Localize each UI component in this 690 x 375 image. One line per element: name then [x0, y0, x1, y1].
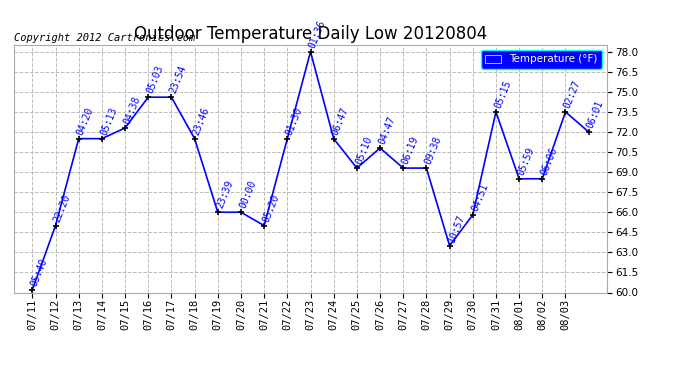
Text: 01:30: 01:30: [284, 106, 304, 136]
Text: 06:01: 06:01: [585, 99, 606, 130]
Text: Copyright 2012 Cartronics.com: Copyright 2012 Cartronics.com: [14, 33, 195, 42]
Legend: Temperature (°F): Temperature (°F): [482, 50, 602, 69]
Text: 23:39: 23:39: [215, 179, 235, 210]
Text: 02:27: 02:27: [562, 79, 582, 110]
Text: 23:54: 23:54: [168, 64, 188, 95]
Text: 00:00: 00:00: [238, 179, 258, 210]
Text: 10:57: 10:57: [446, 213, 466, 244]
Text: 05:15: 05:15: [493, 79, 513, 110]
Text: 22:20: 22:20: [52, 193, 72, 224]
Text: 23:46: 23:46: [191, 106, 212, 136]
Title: Outdoor Temperature Daily Low 20120804: Outdoor Temperature Daily Low 20120804: [134, 26, 487, 44]
Text: 05:40: 05:40: [29, 257, 50, 288]
Text: 05:20: 05:20: [261, 193, 281, 224]
Text: 04:47: 04:47: [377, 115, 397, 146]
Text: 01:36: 01:36: [307, 19, 328, 50]
Text: 04:20: 04:20: [75, 106, 96, 136]
Text: 06:06: 06:06: [539, 146, 560, 177]
Text: 06:19: 06:19: [400, 135, 420, 166]
Text: 06:47: 06:47: [331, 106, 351, 136]
Text: 05:13: 05:13: [99, 106, 119, 136]
Text: 05:59: 05:59: [516, 146, 536, 177]
Text: 04:51: 04:51: [469, 182, 490, 213]
Text: 05:03: 05:03: [145, 64, 166, 95]
Text: 04:38: 04:38: [122, 95, 142, 126]
Text: 05:10: 05:10: [353, 135, 374, 166]
Text: 09:38: 09:38: [423, 135, 444, 166]
